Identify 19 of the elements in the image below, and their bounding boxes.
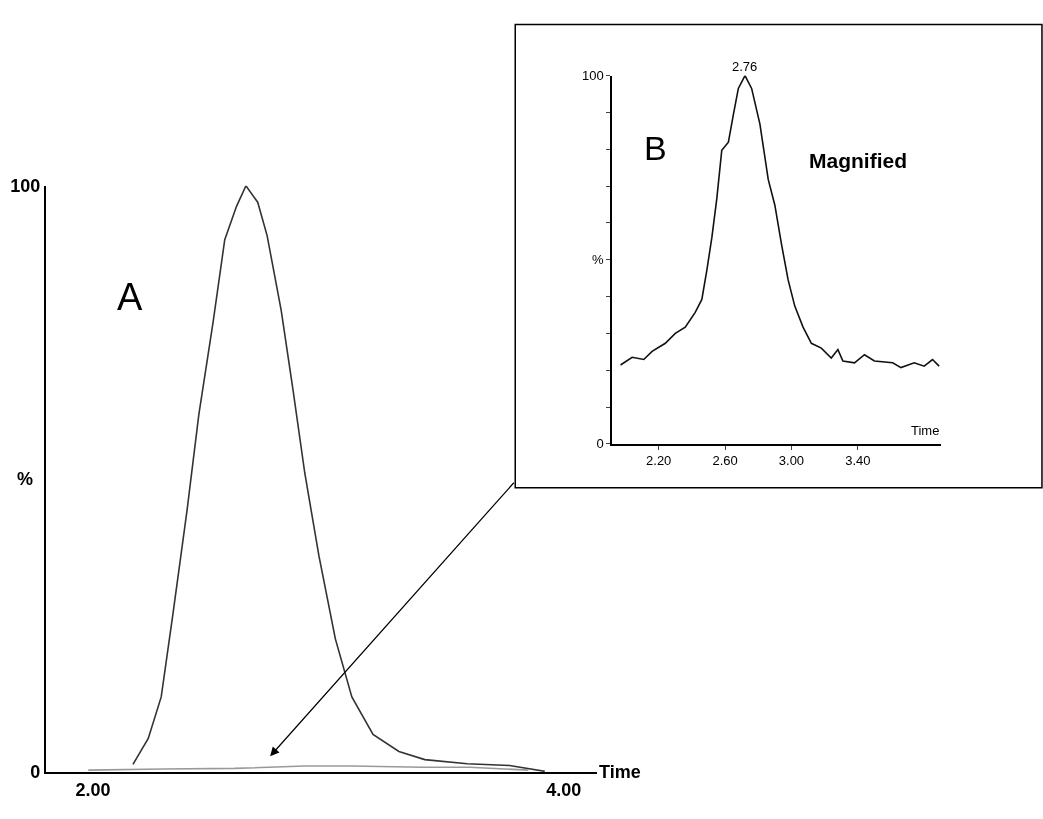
annotation: B	[644, 129, 667, 167]
x-tick-label: 2.20	[646, 453, 672, 469]
x-tick-label: 2.00	[75, 779, 111, 800]
annotation: A	[117, 276, 143, 318]
y-axis-title: %	[17, 469, 34, 489]
y-axis-title: %	[592, 252, 604, 267]
x-tick-label: 3.00	[778, 453, 805, 469]
x-tick-label: 3.40	[845, 453, 871, 469]
x-tick-label: 2.60	[712, 453, 738, 469]
y-tick-label: 100	[581, 68, 604, 84]
y-tick-label: 100	[10, 176, 41, 197]
annotation: Magnified	[809, 149, 907, 172]
x-axis-title: Time	[911, 423, 940, 438]
y-tick-label: 0	[596, 436, 604, 452]
x-axis-title: Time	[599, 762, 641, 782]
line-series	[619, 75, 940, 369]
y-tick-label: 0	[30, 762, 41, 783]
x-tick-label: 4.00	[546, 779, 582, 800]
annotation: 2.76	[732, 59, 758, 74]
